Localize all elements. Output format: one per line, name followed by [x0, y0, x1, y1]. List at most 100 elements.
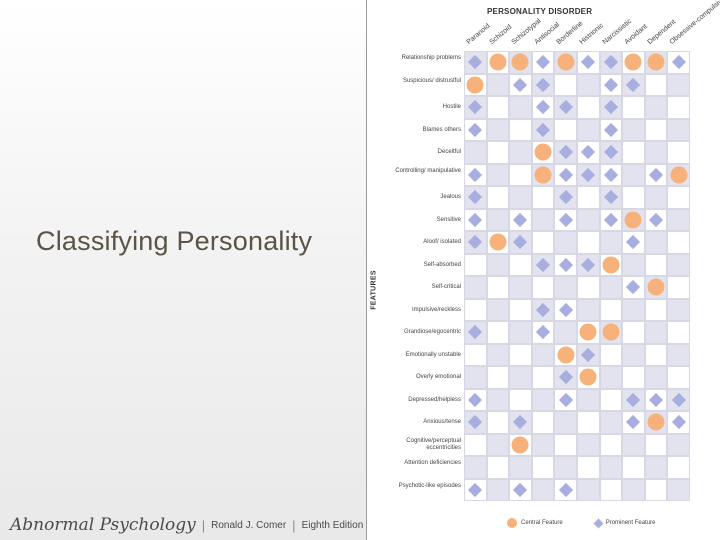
grid-cell — [667, 388, 690, 411]
prominent-feature-mark — [581, 167, 596, 182]
grid-cell — [644, 118, 668, 141]
central-feature-mark — [579, 368, 597, 386]
grid-cell — [486, 231, 510, 254]
grid-cell — [509, 298, 532, 321]
book-title: Abnormal Psychology — [10, 515, 196, 535]
grid-cell — [531, 478, 555, 501]
grid-cell — [644, 141, 668, 164]
grid-cell — [509, 231, 532, 254]
grid-cell — [644, 73, 668, 96]
grid-cell — [599, 163, 623, 186]
grid-cell — [554, 411, 577, 434]
grid-cell — [509, 73, 532, 96]
grid-cell — [599, 343, 623, 366]
prominent-feature-mark — [626, 415, 641, 430]
grid-cell — [486, 51, 510, 74]
prominent-feature-mark — [649, 167, 664, 182]
grid-cell — [531, 433, 555, 456]
figure-title: PERSONALITY DISORDER — [487, 7, 593, 16]
grid-cell — [531, 343, 555, 366]
feature-label: Anxious/tense — [423, 419, 461, 425]
prominent-feature-mark — [468, 100, 483, 115]
prominent-feature-mark — [626, 77, 641, 92]
feature-label: Psychotic-like episodes — [398, 482, 461, 489]
grid-cell — [531, 163, 555, 186]
prominent-feature-mark — [536, 77, 551, 92]
grid-cell — [622, 433, 645, 456]
grid-cell — [599, 456, 623, 479]
feature-label: Emotionally unstable — [405, 351, 461, 358]
grid-cell — [464, 51, 487, 74]
prominent-feature-mark — [558, 212, 573, 227]
central-feature-mark — [670, 166, 688, 184]
central-feature-mark — [466, 76, 484, 94]
grid-cell — [554, 208, 577, 231]
prominent-feature-mark — [603, 167, 618, 182]
grid-cell — [644, 366, 668, 389]
central-feature-mark — [579, 323, 597, 341]
feature-label: Depressed/helpless — [408, 396, 461, 403]
grid-cell — [531, 96, 555, 119]
grid-cell — [599, 388, 623, 411]
grid-cell — [531, 388, 555, 411]
prominent-feature-mark — [603, 190, 618, 205]
grid-cell — [667, 433, 690, 456]
grid-cell — [577, 118, 600, 141]
grid-cell — [622, 118, 645, 141]
prominent-feature-mark — [581, 55, 596, 70]
prominent-feature-mark — [649, 212, 664, 227]
grid-cell — [577, 51, 600, 74]
grid-cell — [577, 478, 600, 501]
feature-label: Jealous — [440, 194, 461, 200]
grid-cell — [667, 186, 690, 209]
grid-cell — [554, 478, 577, 501]
prominent-feature-mark — [468, 122, 483, 137]
legend-central-label: Central Feature — [521, 520, 563, 526]
grid-cell — [577, 388, 600, 411]
grid-cell — [531, 298, 555, 321]
grid-cell — [464, 456, 487, 479]
grid-cell — [622, 231, 645, 254]
central-feature-mark — [557, 346, 575, 364]
prominent-feature-mark — [513, 77, 528, 92]
grid-cell — [486, 343, 510, 366]
grid-cell — [577, 208, 600, 231]
grid-cell — [509, 456, 532, 479]
grid-cell — [644, 276, 668, 299]
grid-cell — [486, 388, 510, 411]
prominent-feature-mark — [536, 302, 551, 317]
grid-cell — [599, 231, 623, 254]
grid-cell — [531, 118, 555, 141]
feature-label: Suspicious/ distrustful — [402, 77, 461, 84]
grid-cell — [577, 366, 600, 389]
grid-cell — [486, 433, 510, 456]
grid-cell — [464, 388, 487, 411]
grid-cell — [577, 186, 600, 209]
grid-cell — [667, 298, 690, 321]
grid-cell — [554, 321, 577, 344]
feature-label: Self-critical — [431, 284, 461, 290]
central-feature-mark — [624, 211, 642, 229]
grid-cell — [486, 141, 510, 164]
prominent-feature-mark — [468, 482, 483, 497]
grid-cell — [464, 276, 487, 299]
grid-cell — [644, 321, 668, 344]
grid-cell — [554, 186, 577, 209]
grid-cell — [599, 298, 623, 321]
grid-cell — [667, 276, 690, 299]
grid-cell — [667, 73, 690, 96]
grid-cell — [554, 253, 577, 276]
grid-cell — [554, 388, 577, 411]
grid-cell — [509, 186, 532, 209]
grid-cell — [464, 433, 487, 456]
grid-cell — [622, 186, 645, 209]
prominent-feature-mark — [468, 325, 483, 340]
grid-cell — [599, 478, 623, 501]
prominent-feature-mark — [671, 415, 686, 430]
prominent-feature-mark — [626, 235, 641, 250]
feature-label: Cognitive/perceptual eccentricities — [406, 437, 461, 451]
slide-footer: Abnormal Psychology | Ronald J. Comer | … — [10, 512, 363, 538]
grid-cell — [577, 231, 600, 254]
grid-cell — [509, 343, 532, 366]
grid-cell — [644, 163, 668, 186]
